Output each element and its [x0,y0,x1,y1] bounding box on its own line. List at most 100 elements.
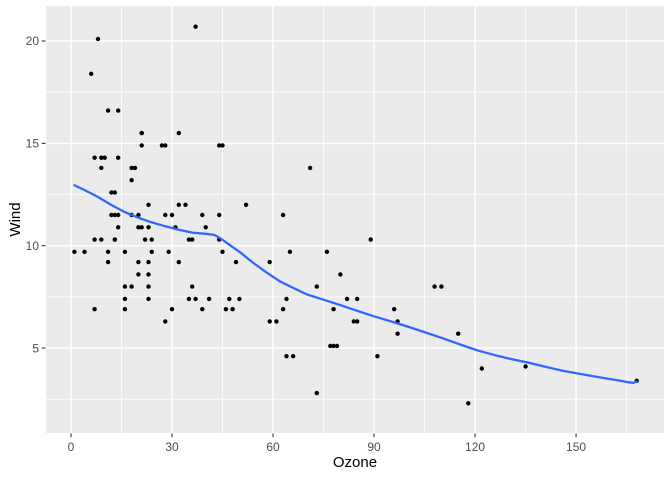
data-point [105,108,111,113]
data-point [163,319,168,324]
data-point [129,178,134,183]
data-point [186,237,192,242]
data-point [220,249,225,254]
data-point [193,24,198,29]
data-point [243,202,249,207]
data-point [129,165,134,171]
data-point [99,237,104,242]
data-point [328,343,333,349]
data-point [331,343,336,349]
data-point [274,319,279,324]
data-point [395,331,400,336]
data-point [99,155,104,160]
data-point [82,249,87,254]
data-point [190,284,195,289]
data-point [314,284,319,289]
data-point [105,249,111,254]
data-point [233,259,239,265]
data-point [89,71,94,77]
data-point [314,390,319,396]
data-point [217,212,222,218]
y-tick-label: 5 [32,341,39,355]
data-point [230,307,235,312]
data-point [149,249,154,254]
data-point [139,143,144,148]
data-point [479,366,484,371]
data-point [105,259,111,265]
data-point [129,284,134,289]
data-point [109,190,114,195]
y-tick-label: 10 [26,239,40,253]
data-point [523,364,528,369]
data-point [237,296,242,302]
data-point [355,319,360,324]
x-axis-ticks: 0 30 60 90 120 150 [68,433,586,454]
x-tick-label: 30 [165,440,179,454]
data-point [102,155,107,160]
y-tick-label: 20 [26,34,40,48]
data-point [193,296,198,302]
data-point [307,165,313,171]
y-axis-title: Wind [7,202,24,236]
data-point [206,296,212,302]
data-point [112,190,118,195]
data-point [324,249,330,254]
data-point [109,212,114,218]
data-point [95,36,101,42]
data-point [176,130,181,136]
data-point [368,237,373,242]
data-point [344,296,350,302]
data-point [92,307,97,312]
data-point [163,212,168,218]
data-point [136,272,141,277]
data-point [149,237,154,242]
data-point [439,284,444,289]
data-point [200,212,205,218]
data-point [132,165,138,171]
data-point [116,212,121,218]
data-point [183,202,188,207]
data-point [99,165,104,171]
data-point [284,296,289,302]
data-point [169,307,175,312]
data-point [139,130,144,136]
data-point [176,259,181,265]
data-point [122,284,128,289]
data-point [223,307,229,312]
data-point [142,237,148,242]
data-point [163,143,168,148]
data-point [375,354,380,359]
data-point [112,212,118,218]
data-point [72,249,77,254]
data-point [116,155,121,160]
data-point [280,212,286,218]
data-point [146,296,151,302]
data-point [284,354,289,359]
x-tick-label: 150 [566,440,586,454]
x-tick-label: 90 [367,440,381,454]
data-point [227,296,232,302]
data-point [166,249,171,254]
data-point [146,272,151,277]
plot-panel [46,6,664,433]
data-point [203,225,208,230]
x-tick-label: 120 [465,440,485,454]
data-point [291,354,296,359]
data-point [116,225,121,230]
data-point [287,249,293,254]
data-point [92,155,97,160]
data-point [334,343,340,349]
major-gridlines [46,6,664,433]
x-tick-label: 60 [266,440,280,454]
data-point [169,212,175,218]
data-point [432,284,437,289]
data-point [220,143,225,148]
data-point [280,307,286,312]
data-point [146,225,151,230]
data-point [122,307,128,312]
data-point [217,143,222,148]
data-point [112,237,118,242]
loess-smooth-line [73,184,638,384]
data-point [355,296,360,302]
